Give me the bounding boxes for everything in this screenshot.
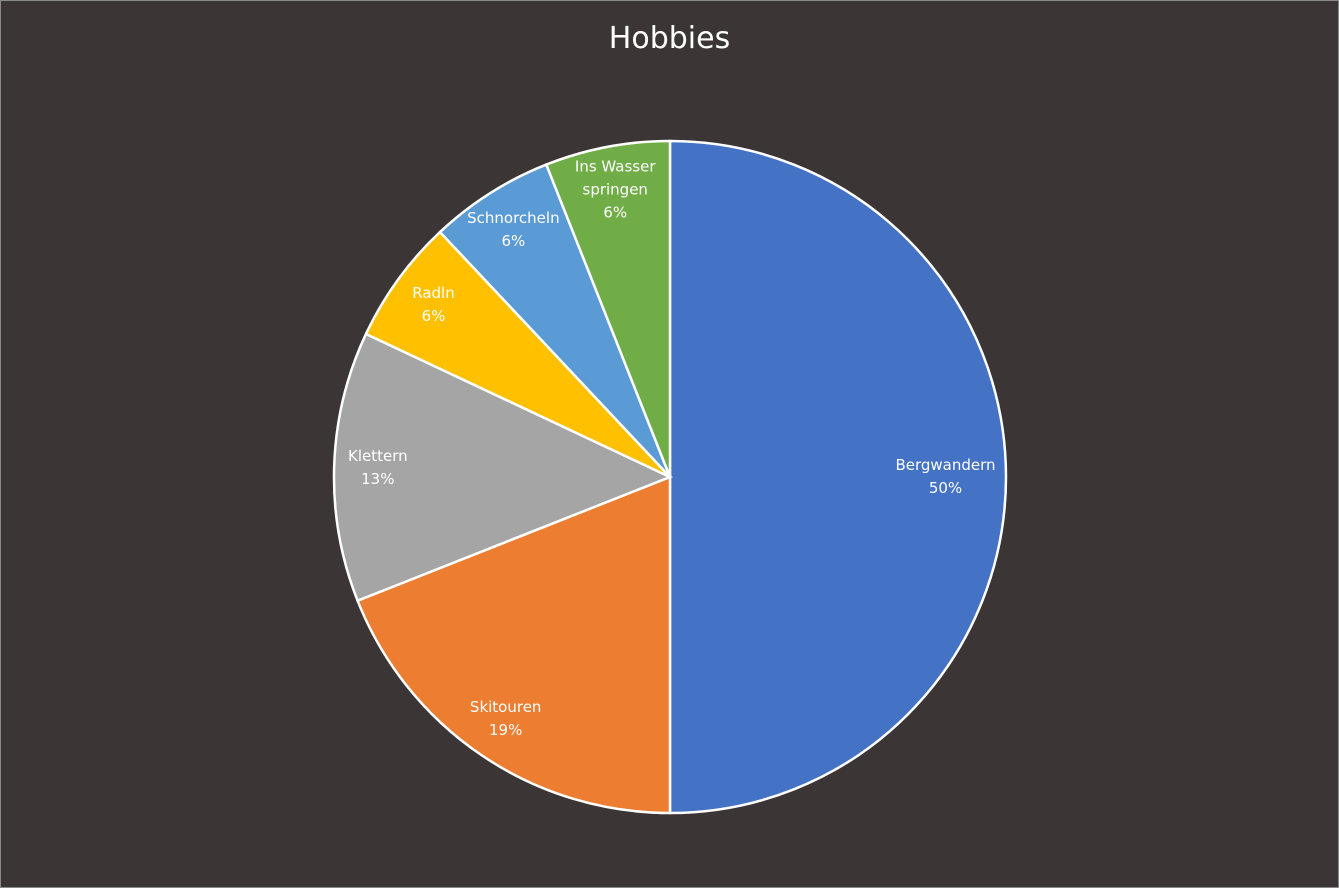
slice-name: Ins Wasser springen [574,157,656,199]
pie-slice [668,139,1008,815]
chart-title: Hobbies [608,21,731,56]
pie-slice [438,162,672,478]
slice-value: 6% [421,307,446,326]
data-label: Bergwandern 50% [886,454,1006,500]
slice-name: Radln [412,284,455,303]
slice-value: 19% [489,720,523,739]
slice-name: Skitouren [469,697,542,716]
data-label: Schnorcheln 6% [453,207,573,253]
pie-slice [355,475,672,815]
data-label: Klettern 13% [318,445,438,491]
data-label: Skitouren 19% [446,696,566,742]
slice-value: 13% [361,469,395,488]
data-label: Radln 6% [374,282,494,328]
slice-name: Klettern [347,446,408,465]
slice-value: 6% [501,232,526,251]
slice-name: Bergwandern [895,456,996,474]
pie-slice [332,332,674,603]
slice-value: 6% [603,203,628,222]
data-label: Ins Wasser springen 6% [555,155,675,224]
pie-slice [544,139,672,478]
slice-name: Schnorcheln [467,209,560,228]
pie-slice [364,230,671,479]
slice-value: 50% [928,479,963,497]
